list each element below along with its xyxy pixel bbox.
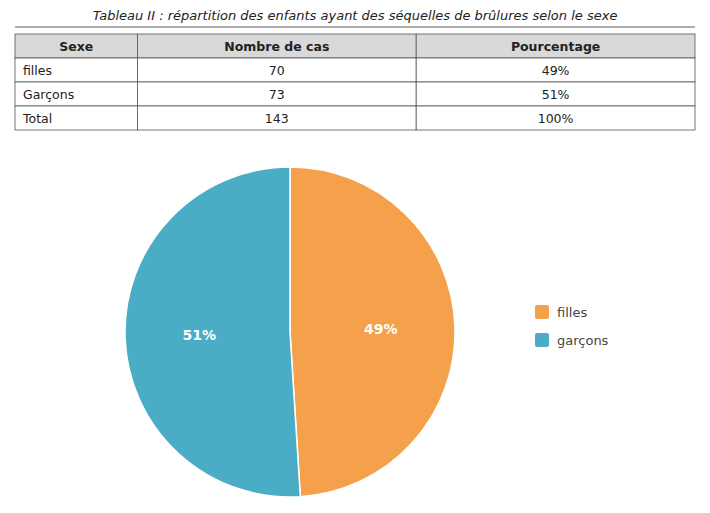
table-cell — [416, 106, 695, 130]
table-cell — [416, 58, 695, 82]
legend-label: filles — [557, 305, 587, 320]
table-cell — [137, 82, 416, 106]
chart-root: Tableau II : répartition des enfants aya… — [0, 0, 710, 513]
table-header: Pourcentage — [511, 39, 600, 54]
table-cell-text: filles — [23, 63, 52, 78]
pie-slice — [290, 167, 455, 497]
table-cell-text: 70 — [269, 63, 285, 78]
table-cell — [15, 106, 137, 130]
table-header: Sexe — [59, 39, 93, 54]
table-cell — [15, 58, 137, 82]
table-cell-text: Garçons — [23, 87, 74, 102]
pie-slice — [125, 167, 300, 497]
table-header-cell — [137, 34, 416, 58]
pie-labels: 49% 51% — [183, 321, 398, 343]
table-cell-text: 73 — [269, 87, 285, 102]
table-header-cell — [416, 34, 695, 58]
legend: filles garçons — [535, 305, 609, 348]
data-label: 51% — [183, 327, 217, 343]
title: Tableau II : répartition des enfants aya… — [93, 8, 618, 23]
table-cell-text: 143 — [265, 111, 289, 126]
table-cell — [137, 106, 416, 130]
table-cell — [137, 58, 416, 82]
legend-label: garçons — [557, 333, 609, 348]
table-cell-text: 51% — [542, 87, 570, 102]
table-cell — [416, 82, 695, 106]
background — [0, 0, 710, 513]
title-underline — [15, 27, 695, 28]
table-cell-text: Total — [22, 111, 52, 126]
table-cell — [15, 82, 137, 106]
table-cell-text: 49% — [542, 63, 570, 78]
legend-swatch — [535, 333, 549, 347]
table-cell-text: 100% — [538, 111, 574, 126]
table-header: Nombre de cas — [224, 39, 329, 54]
table: Sexe Nombre de cas Pourcentage filles 70 49% G… — [15, 34, 695, 130]
legend-swatch — [535, 305, 549, 319]
table-header-cell — [15, 34, 137, 58]
pie — [125, 167, 455, 497]
data-label: 49% — [364, 321, 398, 337]
